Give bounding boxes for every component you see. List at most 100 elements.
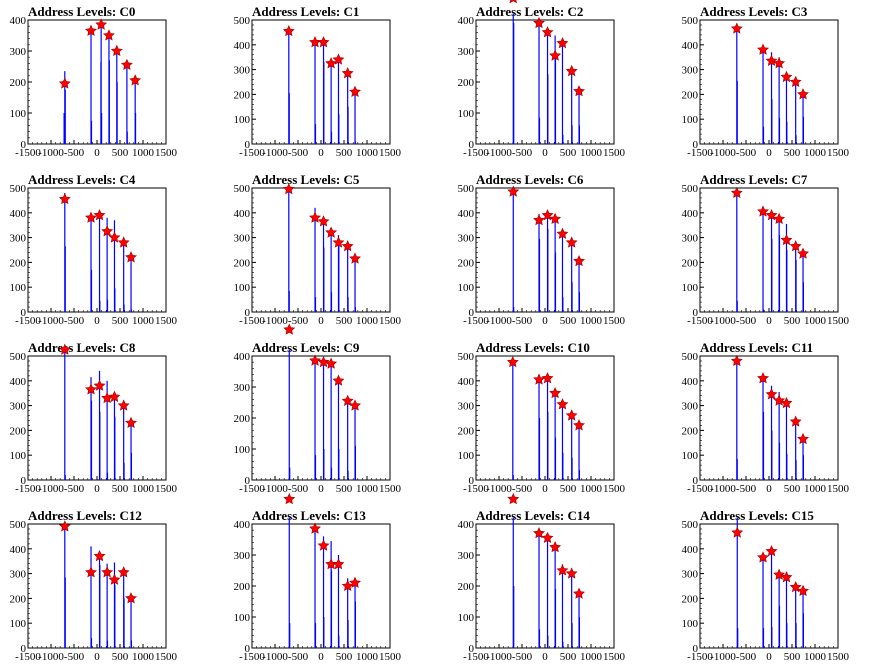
chart-title: Address Levels: C11: [700, 340, 814, 355]
x-tick-label: 1500: [827, 483, 850, 495]
peak-marker: [773, 57, 786, 69]
y-tick-label: 200: [234, 581, 251, 593]
y-tick-label: 400: [458, 519, 475, 531]
x-tick-label: 1500: [603, 651, 626, 663]
peak-marker: [565, 567, 578, 579]
x-tick-label: 500: [112, 483, 129, 495]
peak-marker: [121, 58, 133, 70]
y-tick-label: 500: [458, 183, 475, 195]
chart-panel: Address Levels: C4 0 100 200 300 400 500 -1500-…: [0, 168, 224, 336]
x-tick-label: 1500: [379, 147, 402, 159]
x-tick-label: -1500: [239, 651, 265, 663]
peak-marker: [507, 492, 520, 505]
x-tick-label: -1000: [262, 315, 288, 327]
x-tick-label: -500: [64, 651, 85, 663]
y-tick-label: 300: [234, 550, 251, 562]
y-tick-label: 300: [10, 46, 27, 58]
x-tick-label: -1500: [239, 483, 265, 495]
peak-marker: [317, 36, 330, 48]
x-tick-label: 1000: [356, 651, 379, 663]
y-tick-label: 200: [458, 77, 475, 89]
peak-marker: [730, 186, 743, 198]
y-tick-label: 400: [234, 519, 251, 531]
x-tick-label: -1000: [486, 483, 512, 495]
y-tick-label: 200: [682, 593, 699, 605]
chart-title: Address Levels: C7: [700, 172, 808, 187]
chart-svg: 0 100 200 300 400 -1500-1000 -500 0 500 1000 1500: [234, 492, 402, 663]
x-tick-label: -1500: [15, 315, 41, 327]
peak-marker: [85, 383, 98, 395]
x-tick-label: -1500: [463, 651, 489, 663]
peak-marker: [556, 564, 569, 576]
peak-marker: [780, 396, 793, 409]
y-tick-label: 100: [458, 612, 475, 624]
x-tick-label: -1000: [262, 483, 288, 495]
peak-marker: [573, 587, 585, 599]
peak-marker: [349, 85, 362, 98]
x-tick-label: -500: [288, 483, 309, 495]
peak-marker: [797, 247, 810, 259]
x-tick-label: -500: [736, 315, 757, 327]
x-tick-label: -1000: [710, 483, 736, 495]
x-tick-label: -1000: [38, 651, 64, 663]
peak-marker: [573, 419, 586, 431]
peak-marker: [789, 240, 802, 252]
peak-marker: [58, 77, 71, 89]
peak-marker: [780, 233, 793, 246]
x-tick-label: -500: [736, 147, 757, 159]
y-tick-label: 500: [682, 15, 699, 27]
x-tick-label: 0: [542, 147, 548, 159]
y-tick-label: 300: [10, 401, 27, 413]
peak-marker: [129, 74, 142, 86]
y-tick-label: 300: [458, 550, 475, 562]
chart-svg: 0 100 200 300 400 -1500-1000 -500 0 500 1000 1500: [10, 15, 178, 159]
y-tick-label: 0: [693, 475, 699, 487]
chart-panel: Address Levels: C3 0 100 200 300 400 500 -1500-…: [672, 0, 896, 168]
plot-frame: [699, 187, 839, 313]
y-tick-label: 300: [234, 233, 251, 245]
chart-title: Address Levels: C9: [252, 340, 360, 355]
x-tick-label: -1500: [239, 315, 265, 327]
x-tick-label: 1000: [580, 147, 603, 159]
x-tick-label: 500: [336, 147, 353, 159]
x-tick-label: -1000: [486, 651, 512, 663]
peak-marker: [780, 571, 793, 583]
peak-marker: [341, 240, 354, 252]
y-tick-label: 200: [458, 257, 475, 269]
chart-panel: Address Levels: C14 0 100 200 300 400 -1500 -10…: [448, 492, 672, 672]
x-tick-label: 0: [94, 147, 100, 159]
peak-marker: [58, 192, 71, 205]
y-tick-label: 500: [10, 183, 27, 195]
peak-marker: [332, 236, 345, 248]
y-tick-label: 300: [234, 382, 251, 394]
peak-marker: [110, 44, 123, 56]
peak-marker: [549, 386, 562, 399]
chart-title: Address Levels: C0: [28, 4, 136, 19]
x-tick-label: -1000: [262, 651, 288, 663]
x-tick-label: 0: [318, 651, 324, 663]
y-tick-label: 100: [682, 114, 699, 126]
x-tick-label: 0: [766, 315, 772, 327]
y-tick-label: 300: [10, 233, 27, 245]
x-tick-label: 1000: [132, 483, 155, 495]
peak-marker: [282, 24, 295, 37]
plot-frame: [251, 523, 391, 649]
y-tick-label: 0: [245, 643, 251, 655]
y-tick-label: 400: [458, 15, 475, 27]
chart-panel: Address Levels: C7 0 100 200 300 400 500 -1500-…: [672, 168, 896, 336]
peak-marker: [797, 432, 810, 445]
peak-marker: [731, 526, 744, 538]
x-tick-label: -500: [64, 483, 85, 495]
chart-title: Address Levels: C3: [700, 4, 808, 19]
x-tick-label: -1500: [687, 483, 713, 495]
y-tick-label: 500: [682, 519, 699, 531]
y-tick-label: 100: [682, 450, 699, 462]
y-tick-label: 0: [21, 139, 27, 151]
plot-frame: [27, 187, 167, 313]
peak-marker: [765, 545, 778, 557]
y-tick-label: 200: [682, 89, 699, 101]
peak-marker: [556, 398, 569, 410]
